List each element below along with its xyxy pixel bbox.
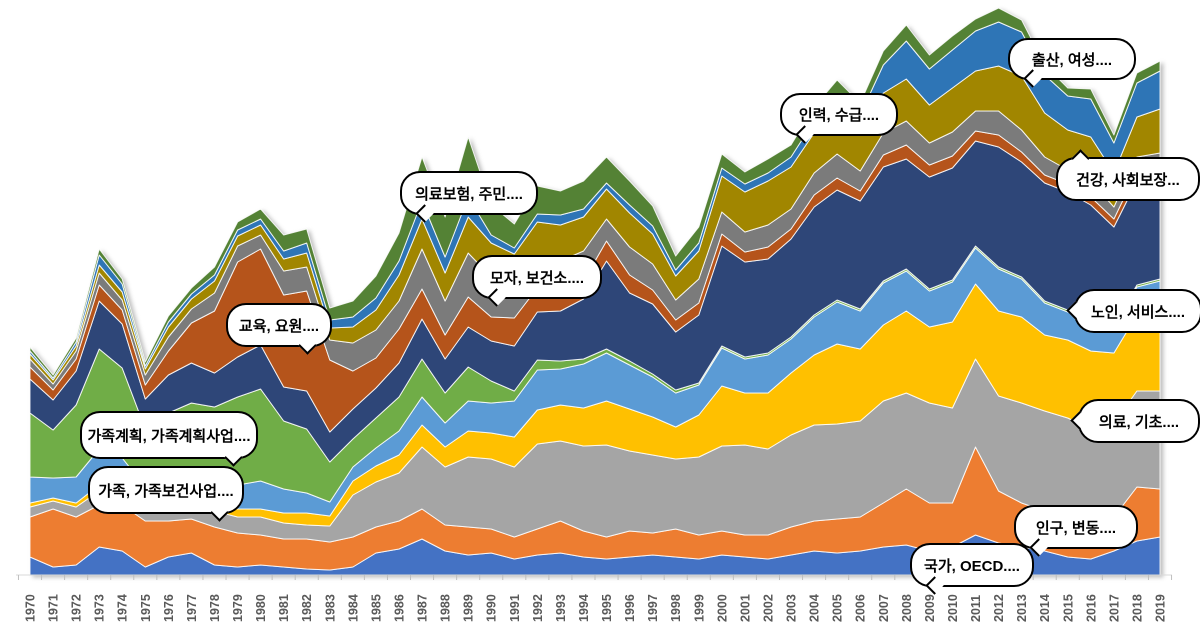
x-axis-label: 1986	[392, 594, 406, 622]
x-axis-label: 2005	[831, 594, 845, 622]
callout-label: 교육, 요원....	[238, 317, 320, 335]
callout-label: 건강, 사회보장...	[1076, 171, 1180, 189]
x-axis-label: 1999	[692, 594, 706, 622]
x-axis-label: 2009	[923, 594, 937, 622]
x-axis-label: 1996	[623, 594, 637, 622]
x-axis-label: 1995	[600, 594, 614, 622]
callout-label: 출산, 여성....	[1031, 51, 1113, 69]
callout-0: 출산, 여성....	[1008, 38, 1136, 80]
x-axis-label: 1979	[231, 594, 245, 622]
callout-label: 가족, 가족보건사업....	[98, 482, 234, 500]
x-axis-label: 2017	[1107, 594, 1121, 622]
x-axis-label: 2003	[785, 594, 799, 622]
callout-2: 건강, 사회보장...	[1056, 157, 1200, 201]
x-axis-label: 1987	[416, 594, 430, 622]
callout-label: 모자, 보건소....	[489, 269, 584, 287]
x-axis-label: 2014	[1038, 594, 1052, 622]
x-axis-labels: 1970 1971 1972 1973 1974 1975 1976 1977 1978 1979…	[24, 594, 1168, 622]
callout-1: 인력, 수급....	[780, 93, 898, 136]
x-axis-label: 1976	[162, 594, 176, 622]
x-axis-label: 2006	[854, 594, 868, 622]
x-axis-label: 2016	[1084, 594, 1098, 622]
stacked-area-series-group	[29, 7, 1161, 576]
x-axis-label: 1997	[646, 594, 660, 622]
callout-label: 노인, 서비스....	[1090, 303, 1185, 321]
callout-4: 모자, 보건소....	[472, 255, 602, 299]
callout-3: 의료보험, 주민....	[400, 171, 538, 215]
x-axis-label: 2013	[1015, 594, 1029, 622]
callout-10: 인구, 변동....	[1014, 505, 1138, 549]
x-axis-label: 1971	[47, 594, 61, 622]
x-axis-label: 1972	[70, 594, 84, 622]
x-axis-label: 1975	[139, 594, 153, 622]
x-axis-label: 2004	[808, 594, 822, 622]
x-axis-label: 2001	[738, 594, 752, 622]
x-axis-label: 1970	[24, 594, 38, 622]
x-axis-label: 1983	[323, 594, 337, 622]
x-axis-label: 2008	[900, 594, 914, 622]
callout-9: 가족, 가족보건사업....	[88, 466, 244, 514]
callout-7: 의료, 기초....	[1078, 399, 1200, 443]
x-axis-label: 1990	[485, 594, 499, 622]
x-axis-label: 2010	[946, 594, 960, 622]
x-axis-label: 2002	[761, 594, 775, 622]
x-axis-label: 1992	[531, 594, 545, 622]
callout-6: 교육, 요원....	[226, 303, 332, 347]
x-axis-label: 2018	[1130, 594, 1144, 622]
callout-label: 의료, 기초....	[1098, 413, 1180, 431]
x-axis-label: 1991	[508, 594, 522, 622]
x-axis-label: 1989	[462, 594, 476, 622]
callout-11: 국가, OECD....	[910, 543, 1034, 587]
x-axis-label: 1982	[300, 594, 314, 622]
callout-label: 가족계획, 가족계획사업....	[87, 427, 251, 445]
callout-5: 노인, 서비스....	[1074, 289, 1200, 333]
callout-label: 인구, 변동....	[1035, 519, 1117, 537]
x-axis-label: 1993	[554, 594, 568, 622]
callout-label: 인력, 수급....	[798, 107, 880, 124]
x-axis-label: 1988	[439, 594, 453, 622]
x-axis-label: 1980	[254, 594, 268, 622]
x-axis-label: 1981	[277, 594, 291, 622]
x-axis-label: 1998	[669, 594, 683, 622]
x-axis-label: 2007	[877, 594, 891, 622]
x-axis-label: 2012	[992, 594, 1006, 622]
x-axis-label: 1973	[93, 594, 107, 622]
callout-label: 의료보험, 주민....	[415, 185, 523, 203]
callout-8: 가족계획, 가족계획사업....	[80, 411, 258, 459]
x-axis-label: 2015	[1061, 594, 1075, 622]
x-axis-label: 1984	[346, 594, 360, 622]
x-axis-label: 2000	[715, 594, 729, 622]
x-axis-label: 2011	[969, 595, 983, 622]
x-axis-label: 1974	[116, 594, 130, 622]
x-axis-label: 1977	[185, 594, 199, 622]
x-axis-label: 1985	[369, 594, 383, 622]
x-axis-label: 2019	[1154, 594, 1168, 622]
callout-label: 국가, OECD....	[924, 557, 1020, 575]
x-axis-label: 1994	[577, 594, 591, 622]
x-axis-label: 1978	[208, 594, 222, 622]
